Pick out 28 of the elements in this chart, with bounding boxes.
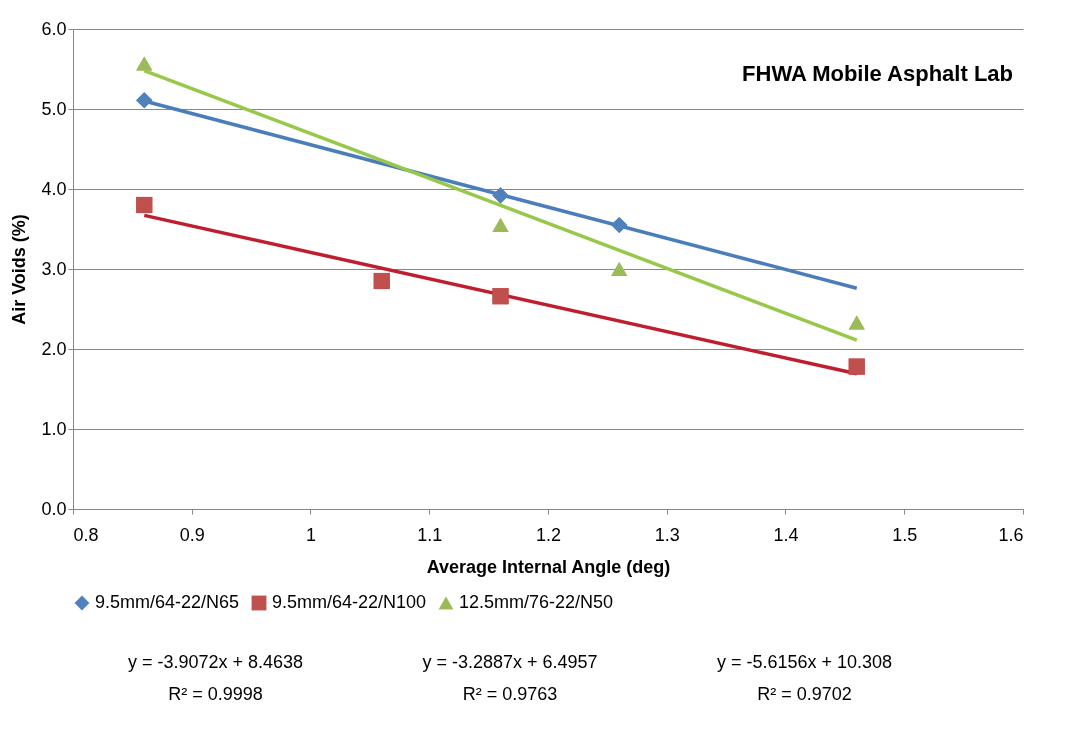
x-tick-label: 0.8 (73, 524, 99, 545)
x-axis-title: Average Internal Angle (deg) (426, 556, 671, 577)
x-tick-label: 0.9 (179, 524, 205, 545)
x-tick-label: 1.2 (535, 524, 562, 545)
y-tick-label: 4.0 (41, 178, 67, 199)
legend-label: 12.5mm/76-22/N50 (459, 592, 614, 612)
legend-label: 9.5mm/64-22/N100 (272, 592, 427, 612)
y-tick-label: 5.0 (41, 98, 67, 119)
x-tick-label: 1.1 (417, 524, 443, 545)
text: R² = 0.9998 (168, 684, 263, 704)
text: y = -3.9072x + 8.4638 (127, 652, 304, 672)
x-tick-label: 1 (305, 524, 317, 545)
y-axis-title: Air Voids (%) (9, 214, 30, 325)
y-tick-label: 0.0 (41, 498, 67, 519)
y-tick-label: 2.0 (41, 338, 67, 359)
text: y = -5.6156x + 10.308 (716, 652, 893, 672)
x-tick-label: 1.6 (998, 524, 1024, 545)
y-tick-label: 6.0 (41, 18, 67, 39)
x-tick-label: 1.5 (892, 524, 918, 545)
y-tick-label: 1.0 (41, 418, 67, 439)
text: R² = 0.9702 (757, 684, 852, 704)
y-tick-label: 3.0 (41, 258, 67, 279)
text: FHWA Mobile Asphalt Lab (742, 61, 1013, 86)
x-tick-label: 1.4 (773, 524, 799, 545)
text: y = -3.2887x + 6.4957 (422, 652, 598, 672)
legend-label: 9.5mm/64-22/N65 (95, 592, 240, 612)
x-tick-label: 1.3 (654, 524, 680, 545)
text: R² = 0.9763 (462, 684, 558, 704)
